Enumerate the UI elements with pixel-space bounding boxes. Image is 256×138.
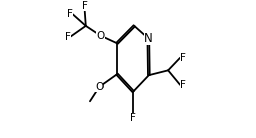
Text: O: O [95, 82, 103, 92]
Text: O: O [96, 30, 104, 41]
Text: F: F [180, 80, 186, 90]
Text: N: N [144, 32, 153, 45]
Text: F: F [82, 1, 88, 11]
Text: O: O [95, 82, 103, 92]
Text: F: F [130, 113, 136, 123]
Text: F: F [67, 9, 73, 19]
Text: F: F [65, 31, 71, 42]
Text: F: F [180, 53, 186, 63]
